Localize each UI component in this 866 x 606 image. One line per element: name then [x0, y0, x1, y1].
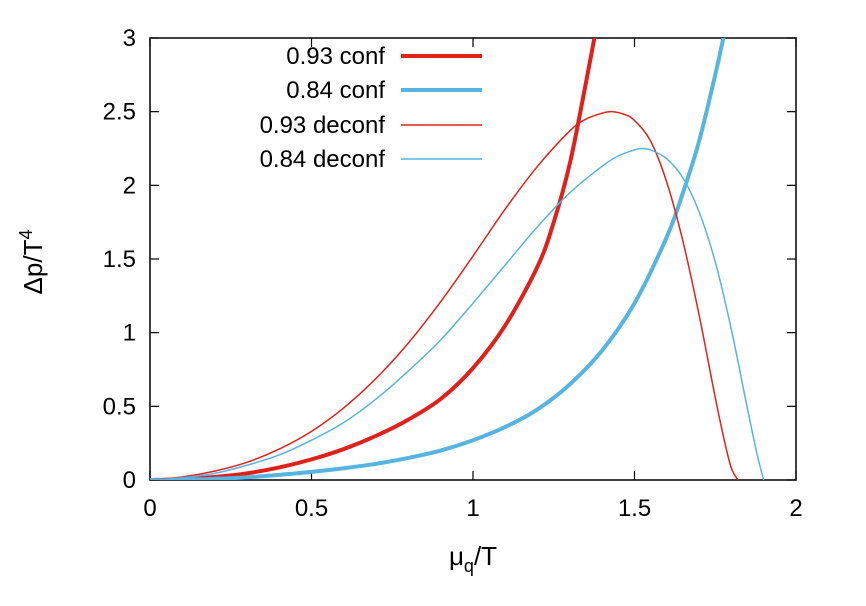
legend-label-0-93-deconf: 0.93 deconf [260, 112, 386, 139]
y-tick-label: 0.5 [103, 393, 136, 420]
series-line-0-84-conf [150, 38, 726, 480]
y-tick-label: 2.5 [103, 99, 136, 126]
axis-ticks: 0 0.5 1 1.5 2 0 0.5 1 1.5 2 2.5 3 [103, 25, 803, 522]
y-tick-label: 0 [123, 467, 136, 494]
x-tick-label: 0.5 [295, 495, 328, 522]
plot-frame [149, 37, 797, 481]
y-tick-label: 1.5 [103, 246, 136, 273]
x-tick-label: 1.5 [618, 495, 651, 522]
legend-label-0-84-deconf: 0.84 deconf [260, 146, 386, 173]
series-line-0-93-conf [150, 38, 597, 480]
x-tick-label: 2 [789, 495, 802, 522]
series-line-0-84-deconf [150, 147, 765, 480]
y-tick-label: 3 [123, 25, 136, 52]
y-tick-label: 1 [123, 320, 136, 347]
x-axis-title: μq/T [449, 541, 497, 576]
series-line-0-93-deconf [150, 110, 739, 480]
y-tick-label: 2 [123, 172, 136, 199]
x-tick-label: 0 [143, 495, 156, 522]
x-tick-label: 1 [466, 495, 479, 522]
legend-label-0-84-conf: 0.84 conf [286, 77, 385, 104]
y-axis-title: Δp/T4 [16, 230, 48, 295]
legend-label-0-93-conf: 0.93 conf [286, 43, 385, 70]
series-layer [150, 38, 765, 480]
legend: 0.93 conf 0.84 conf 0.93 deconf 0.84 deconf [260, 43, 482, 173]
